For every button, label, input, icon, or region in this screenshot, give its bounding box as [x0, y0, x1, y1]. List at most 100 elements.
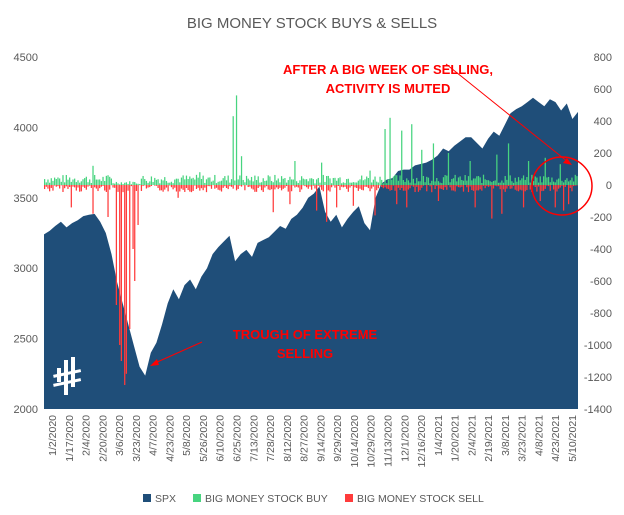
- sell-bar: [227, 185, 229, 190]
- buy-bar: [185, 175, 188, 185]
- buy-bar: [190, 178, 193, 185]
- buy-bar: [115, 181, 118, 185]
- chart-title: BIG MONEY STOCK BUYS & SELLS: [187, 15, 437, 32]
- sell-bar: [112, 185, 114, 188]
- buy-bar: [351, 182, 353, 185]
- buy-bar: [421, 149, 423, 185]
- buy-bar: [491, 182, 493, 185]
- legend: SPX BIG MONEY STOCK BUY BIG MONEY STOCK SE…: [143, 493, 484, 505]
- sell-bar: [122, 185, 124, 193]
- x-axis-tick: 8/27/2020: [299, 415, 311, 462]
- buy-bar: [387, 179, 390, 185]
- buy-bar: [257, 176, 259, 185]
- buy-bar: [260, 182, 263, 185]
- sell-bar: [391, 185, 393, 191]
- sell-bar: [149, 185, 151, 188]
- sell-bar: [194, 185, 196, 186]
- sell-bar: [124, 185, 126, 385]
- buy-bar: [174, 179, 176, 185]
- buy-bar: [180, 177, 183, 185]
- sell-bar: [157, 185, 159, 188]
- buy-bar: [561, 180, 563, 185]
- sell-bar: [80, 185, 82, 192]
- buy-bar: [342, 182, 344, 185]
- buy-bar: [112, 183, 114, 185]
- buy-bar: [469, 161, 471, 185]
- sell-bar: [115, 185, 118, 305]
- buy-bar: [304, 179, 306, 185]
- buy-bar: [527, 161, 530, 185]
- sell-bar: [404, 185, 406, 191]
- sell-bar: [474, 185, 476, 208]
- buy-bar: [135, 183, 138, 185]
- buy-bar: [574, 174, 576, 185]
- plot-area: [44, 95, 578, 410]
- sell-bar: [502, 185, 505, 190]
- buy-bar: [55, 179, 57, 185]
- sell-bar: [199, 185, 201, 191]
- buy-bar: [384, 129, 386, 185]
- legend-swatch: [345, 494, 353, 502]
- sell-bar: [347, 185, 349, 192]
- sell-bar: [244, 185, 246, 191]
- sell-bar: [546, 185, 548, 186]
- annotation-muted: AFTER A BIG WEEK OF SELLING,: [283, 62, 493, 77]
- buy-bar: [65, 174, 67, 185]
- sell-bar: [497, 185, 500, 187]
- sell-bar: [277, 185, 279, 190]
- buy-bar: [209, 177, 211, 185]
- buy-bar: [362, 180, 364, 185]
- buy-bar: [244, 182, 246, 185]
- buy-bar: [79, 182, 81, 185]
- sell-bar: [92, 185, 94, 214]
- buy-bar: [487, 180, 490, 185]
- buy-bar: [442, 177, 445, 185]
- sell-bar: [260, 185, 263, 191]
- x-axis-tick: 5/8/2020: [181, 415, 193, 456]
- buy-bar: [319, 182, 321, 185]
- sell-bar: [549, 185, 551, 191]
- sell-bar: [396, 185, 398, 205]
- buy-bar: [95, 179, 97, 185]
- buy-bar: [277, 178, 279, 185]
- arrow-head: [563, 158, 572, 165]
- sell-bar: [344, 185, 346, 187]
- buy-bar: [132, 181, 134, 185]
- x-axis-tick: 1/17/2020: [64, 415, 76, 462]
- left-axis-tick: 2500: [14, 334, 38, 346]
- sell-bar: [47, 185, 49, 189]
- sell-bar: [511, 185, 513, 189]
- buy-bar: [64, 182, 66, 185]
- buy-bar: [289, 176, 291, 185]
- buy-bar: [332, 177, 334, 185]
- buy-bar: [444, 175, 446, 185]
- buy-bar: [331, 183, 333, 185]
- buy-bar: [270, 180, 273, 185]
- sell-bar: [250, 185, 253, 189]
- buy-bar: [369, 170, 371, 185]
- x-axis-tick: 4/7/2020: [148, 415, 160, 456]
- buy-bar: [452, 178, 455, 185]
- buy-bar: [264, 180, 266, 185]
- buy-bar: [541, 182, 543, 185]
- sell-bar: [402, 185, 405, 191]
- buy-bar: [189, 176, 191, 185]
- buy-bar: [274, 174, 276, 185]
- buy-bar: [334, 177, 336, 185]
- buy-bar: [494, 180, 496, 185]
- x-axis-tick: 7/28/2020: [265, 415, 277, 462]
- sell-bar: [499, 185, 501, 190]
- buy-bar: [235, 95, 238, 185]
- sell-bar: [105, 185, 107, 192]
- buy-bar: [105, 175, 107, 185]
- sell-bar: [57, 185, 59, 187]
- left-axis-tick: 2000: [14, 404, 38, 416]
- sell-bar: [127, 185, 129, 191]
- x-axis: 1/2/2020 1/17/2020 2/4/2020 2/20/2020 3/6/20…: [47, 415, 579, 468]
- buy-bar: [47, 179, 49, 185]
- buy-bar: [484, 179, 486, 185]
- buy-bar: [507, 143, 510, 185]
- sell-bar: [356, 185, 358, 188]
- sell-bar: [521, 185, 523, 191]
- sell-bar: [214, 185, 216, 189]
